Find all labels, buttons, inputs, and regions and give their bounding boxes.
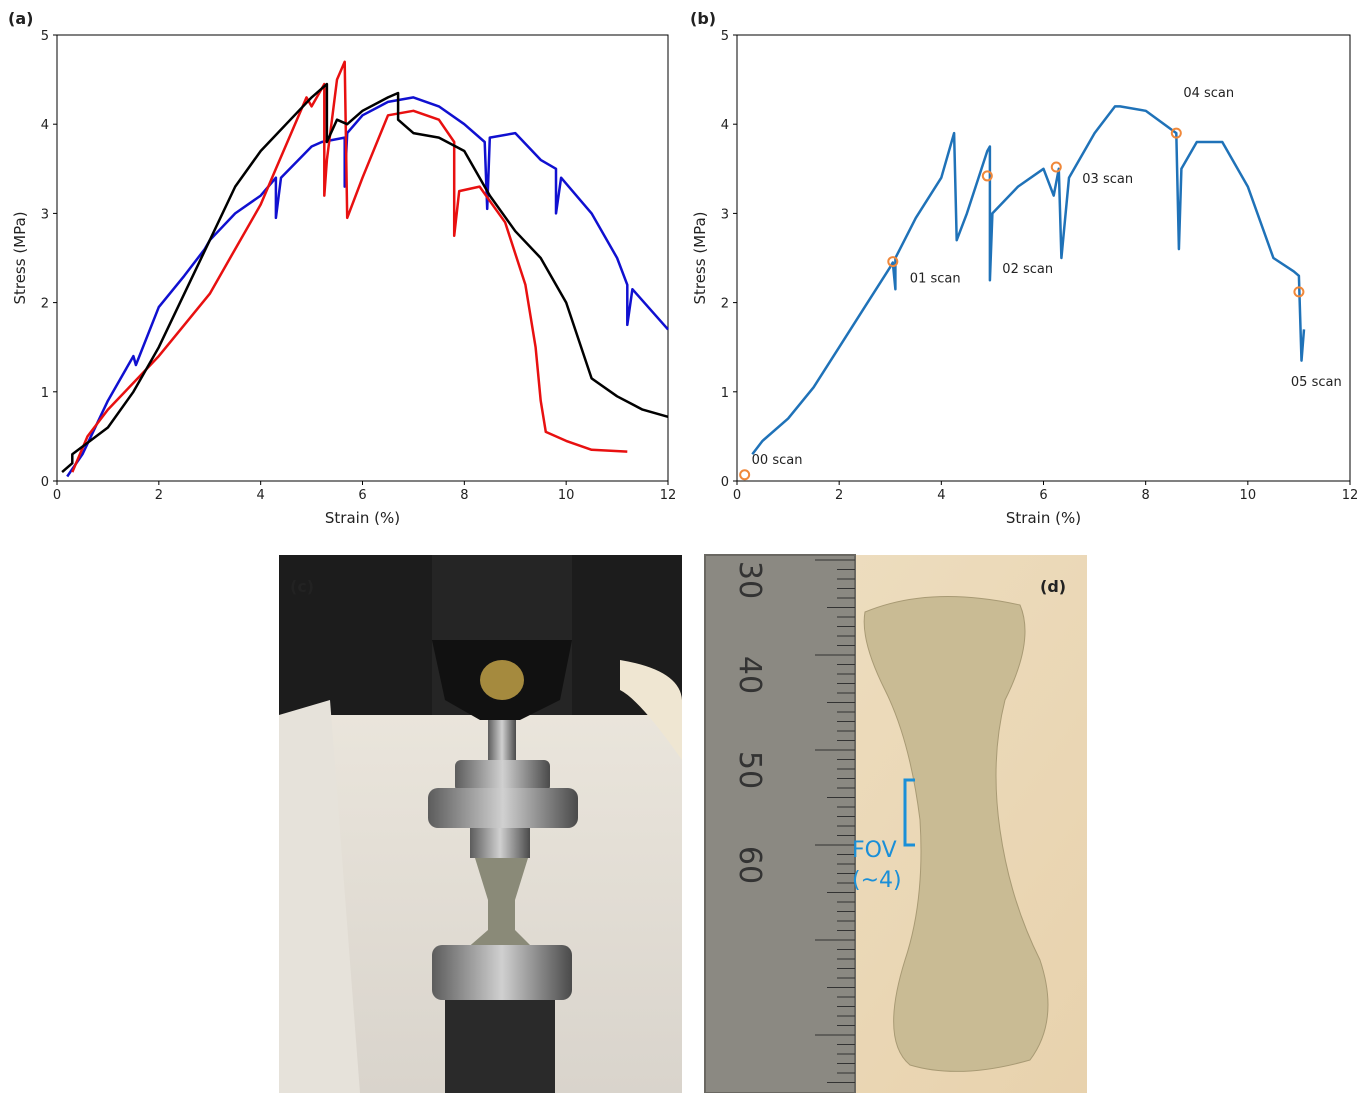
x-tick-label: 8 <box>460 488 468 503</box>
annotation: 04 scan <box>1183 86 1234 101</box>
y-tick-label: 4 <box>41 118 49 133</box>
x-axis-label: Strain (%) <box>325 509 400 527</box>
x-tick-label: 2 <box>835 488 843 503</box>
y-tick-label: 1 <box>721 386 729 401</box>
x-axis-label: Strain (%) <box>1006 509 1081 527</box>
ruler-number: 60 <box>732 846 767 884</box>
data-line <box>751 105 1306 455</box>
photo-c: (c) <box>279 555 682 1093</box>
x-tick-label: 6 <box>1039 488 1047 503</box>
x-tick-label: 12 <box>660 488 677 503</box>
y-axis-label: Stress (MPa) <box>11 211 29 304</box>
y-tick-label: 5 <box>721 29 729 44</box>
plot-frame <box>736 34 1351 482</box>
panel-label: (c) <box>290 577 314 596</box>
annotation: 02 scan <box>1002 262 1053 277</box>
x-tick-label: 6 <box>358 488 366 503</box>
ruler-number: 40 <box>732 656 767 694</box>
annotation: 01 scan <box>910 272 961 287</box>
ruler-number: 30 <box>732 561 767 599</box>
y-tick-label: 3 <box>41 207 49 222</box>
x-tick-label: 2 <box>155 488 163 503</box>
data-line <box>61 82 669 474</box>
y-tick-label: 3 <box>721 207 729 222</box>
y-tick-label: 0 <box>721 475 729 490</box>
scan-marker <box>981 170 993 182</box>
x-tick-label: 0 <box>733 488 741 503</box>
annotation: 00 scan <box>752 453 803 468</box>
y-tick-label: 5 <box>41 29 49 44</box>
y-tick-label: 2 <box>41 297 49 312</box>
y-tick-label: 0 <box>41 475 49 490</box>
y-tick-label: 1 <box>41 386 49 401</box>
photo-d: (d) FOV (~4) <box>704 554 1087 1094</box>
y-axis-label: Stress (MPa) <box>691 211 709 304</box>
x-tick-label: 0 <box>53 488 61 503</box>
fov-label: FOV <box>852 838 897 863</box>
panel-label: (b) <box>690 9 716 28</box>
x-tick-label: 4 <box>257 488 265 503</box>
scan-marker <box>887 256 899 268</box>
annotation: 05 scan <box>1291 375 1342 390</box>
data-line <box>66 96 669 478</box>
scan-marker <box>1050 161 1062 173</box>
annotation: 03 scan <box>1082 172 1133 187</box>
x-tick-label: 10 <box>1240 488 1257 503</box>
scan-marker <box>1293 286 1305 298</box>
plot-frame <box>56 34 669 482</box>
panel-label: (d) <box>1040 577 1066 596</box>
x-tick-label: 8 <box>1142 488 1150 503</box>
scan-marker <box>739 469 751 481</box>
x-tick-label: 10 <box>558 488 575 503</box>
panel-label: (a) <box>8 9 33 28</box>
y-tick-label: 2 <box>721 297 729 312</box>
y-tick-label: 4 <box>721 118 729 133</box>
ruler-number: 50 <box>732 751 767 789</box>
x-tick-label: 12 <box>1342 488 1359 503</box>
scan-marker <box>1170 127 1182 139</box>
x-tick-label: 4 <box>937 488 945 503</box>
data-line <box>71 60 628 473</box>
fov-label: (~4) <box>852 868 902 893</box>
